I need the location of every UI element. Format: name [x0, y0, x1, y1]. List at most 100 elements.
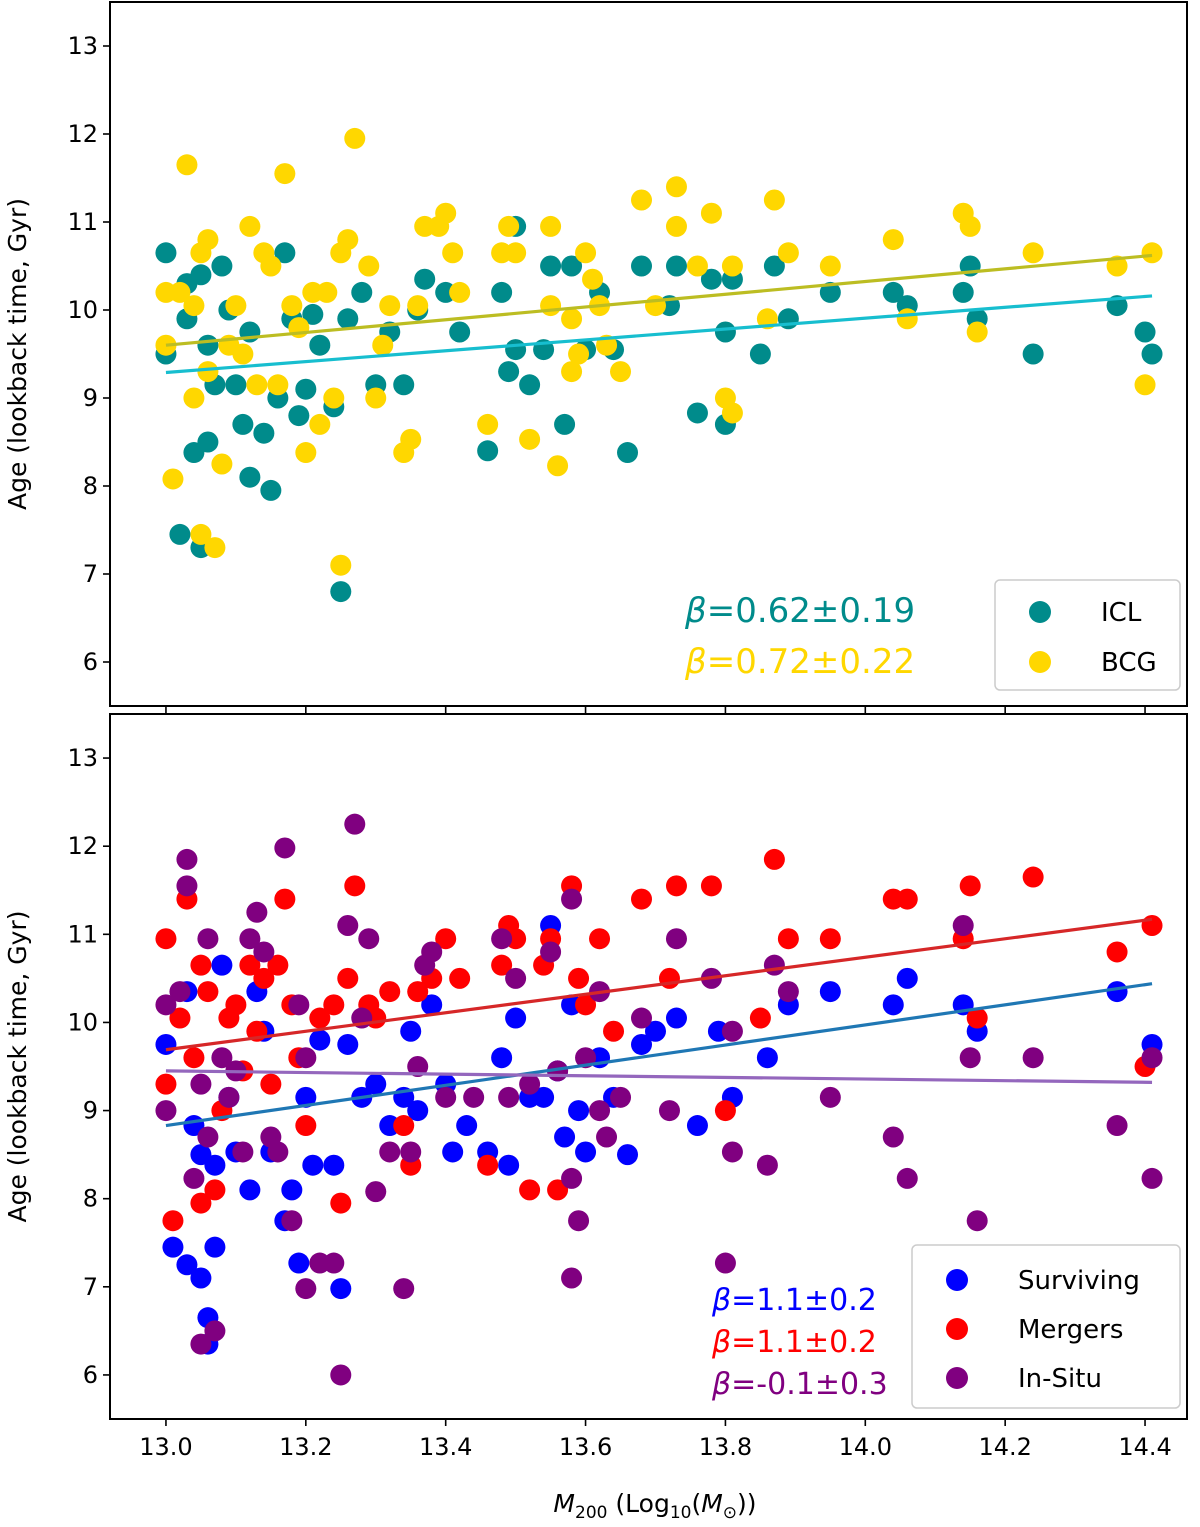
fit-line-in-situ: [165, 1069, 1153, 1084]
data-point: [686, 255, 708, 277]
data-point: [491, 281, 513, 303]
x-tick-label: 13.4: [419, 1433, 472, 1461]
data-point: [631, 888, 653, 910]
data-point: [281, 1179, 303, 1201]
data-point: [260, 1073, 282, 1095]
data-point: [477, 1154, 499, 1176]
data-point: [197, 229, 219, 251]
axes-frame: [109, 713, 1188, 1420]
data-point: [267, 374, 289, 396]
x-tick-label: 13.0: [139, 1433, 192, 1461]
data-point: [631, 1007, 653, 1029]
data-point: [882, 281, 904, 303]
data-point: [1106, 1115, 1128, 1137]
data-point: [540, 941, 562, 963]
data-point: [274, 888, 296, 910]
data-point: [714, 1252, 736, 1274]
data-point: [169, 981, 191, 1003]
data-point: [330, 1192, 352, 1214]
data-point: [505, 242, 527, 264]
data-point: [155, 994, 177, 1016]
data-point: [316, 281, 338, 303]
data-point: [239, 1179, 261, 1201]
data-point: [665, 1007, 687, 1029]
data-point: [302, 1154, 324, 1176]
data-point: [295, 1047, 317, 1069]
data-point: [561, 255, 583, 277]
data-point: [197, 928, 219, 950]
data-point: [498, 1154, 520, 1176]
data-point: [246, 901, 268, 923]
data-point: [477, 413, 499, 435]
data-point: [365, 1181, 387, 1203]
data-point: [260, 255, 282, 277]
data-point: [505, 967, 527, 989]
data-point: [155, 928, 177, 950]
data-point: [1141, 1047, 1163, 1069]
data-point: [295, 1278, 317, 1300]
data-point: [323, 1252, 345, 1274]
data-point: [197, 431, 219, 453]
y-axis-title: Age (lookback time, Gyr): [3, 911, 32, 1223]
data-point: [547, 1179, 569, 1201]
beta-symbol: β: [711, 1367, 731, 1402]
y-tick-label: 6: [83, 1361, 98, 1389]
data-point: [519, 1179, 541, 1201]
data-point: [197, 1126, 219, 1148]
data-point: [225, 994, 247, 1016]
data-point: [714, 1100, 736, 1122]
data-point: [267, 954, 289, 976]
data-point: [204, 1236, 226, 1258]
data-point: [777, 981, 799, 1003]
y-tick-label: 10: [67, 296, 98, 324]
data-point: [288, 405, 310, 427]
legend-label: In-Situ: [1018, 1364, 1102, 1394]
data-point: [309, 334, 331, 356]
data-point: [686, 1115, 708, 1137]
data-point: [896, 967, 918, 989]
beta-symbol: β: [684, 591, 707, 631]
data-point: [952, 915, 974, 936]
data-point: [561, 1267, 583, 1289]
data-point: [190, 954, 212, 976]
data-point: [183, 1167, 205, 1189]
data-point: [330, 1278, 352, 1300]
data-point: [721, 402, 743, 424]
data-point: [575, 1141, 597, 1163]
data-point: [505, 1007, 527, 1029]
data-point: [610, 1086, 632, 1108]
data-point: [323, 1154, 345, 1176]
data-point: [449, 281, 471, 303]
data-point: [309, 1007, 331, 1029]
data-point: [819, 1086, 841, 1108]
x-tick-label: 14.0: [839, 1433, 892, 1461]
data-point: [400, 1141, 422, 1163]
axes-frame: [109, 1, 1188, 707]
data-point: [176, 875, 198, 897]
data-point: [197, 981, 219, 1003]
data-point: [288, 1252, 310, 1274]
legend-label: ICL: [1101, 598, 1142, 628]
data-point: [561, 888, 583, 910]
data-point: [498, 361, 520, 383]
data-point: [1022, 242, 1044, 264]
beta-symbol: β: [684, 642, 707, 682]
data-point: [568, 1210, 590, 1232]
data-point: [176, 154, 198, 176]
y-tick-label: 10: [67, 1008, 98, 1036]
y-tick-label: 12: [67, 120, 98, 148]
data-point: [631, 1033, 653, 1055]
panel-top: 6 7 8 9 10 11 12 13 Age (lookback time, Gyr) β=0.…: [3, 1, 1188, 713]
data-point: [491, 954, 513, 976]
data-point: [414, 268, 436, 290]
x-axis-title: M200 (Log10(M⊙)): [553, 1489, 756, 1523]
data-point: [197, 334, 219, 356]
data-point: [456, 1115, 478, 1137]
data-point: [295, 1115, 317, 1137]
data-point: [449, 967, 471, 989]
data-point: [162, 468, 184, 490]
legend-label: BCG: [1101, 648, 1157, 678]
data-point: [547, 455, 569, 477]
y-tick-label: 7: [83, 1273, 98, 1301]
data-point: [176, 1254, 198, 1276]
